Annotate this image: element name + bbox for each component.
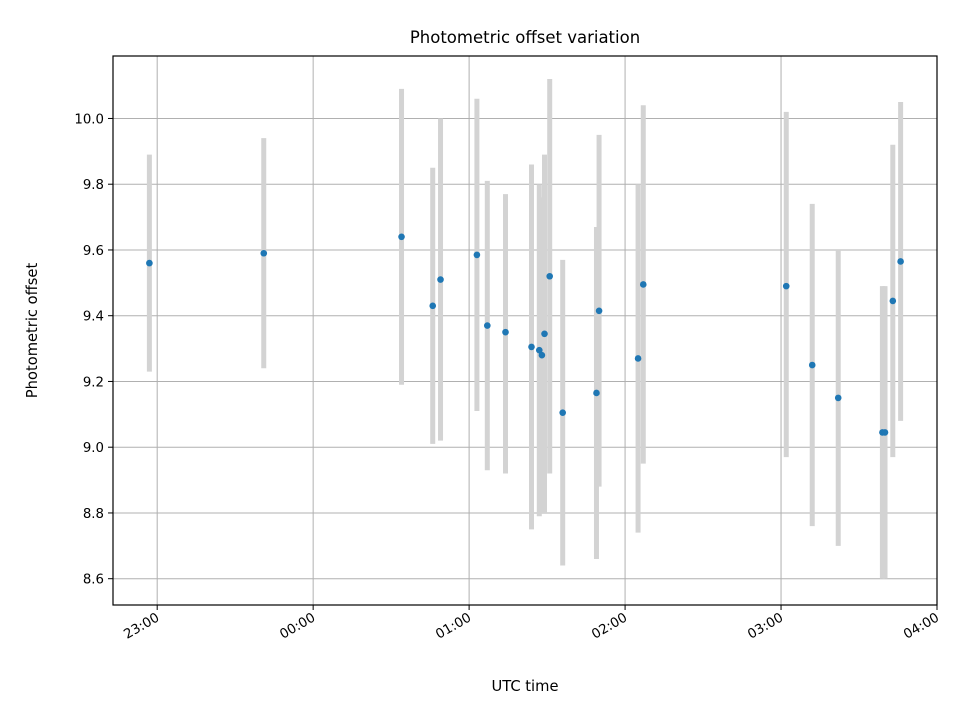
- data-point: [429, 302, 437, 310]
- data-point: [897, 258, 904, 265]
- data-point: [541, 330, 548, 338]
- data-point: [437, 276, 444, 283]
- data-point: [595, 307, 603, 315]
- data-point: [782, 282, 790, 290]
- y-tick-label: 8.6: [83, 573, 104, 588]
- y-tick-label: 8.8: [83, 507, 104, 522]
- data-point: [546, 272, 553, 280]
- data-point: [889, 297, 897, 305]
- data-point: [398, 233, 405, 241]
- data-point: [881, 429, 889, 436]
- data-point: [834, 394, 842, 402]
- data-point: [559, 409, 566, 416]
- y-tick-label: 9.8: [83, 178, 104, 193]
- y-tick-label: 9.0: [83, 441, 104, 456]
- y-tick-label: 9.4: [83, 310, 104, 325]
- data-point: [538, 351, 546, 359]
- data-point: [260, 249, 268, 257]
- y-tick-label: 9.6: [83, 244, 104, 259]
- y-tick-label: 9.2: [83, 375, 104, 390]
- data-point: [484, 322, 491, 329]
- x-axis-title: UTC time: [492, 678, 559, 695]
- plot-frame: [112, 55, 938, 606]
- data-point: [535, 346, 543, 354]
- data-point: [639, 281, 647, 288]
- data-point: [146, 259, 153, 267]
- data-point: [808, 361, 816, 369]
- data-points: [146, 233, 904, 436]
- data-point: [593, 389, 600, 397]
- data-point: [473, 251, 481, 259]
- data-point: [634, 355, 642, 362]
- y-axis-title: Photometric offset: [24, 263, 41, 399]
- y-tick-label: 10.0: [74, 112, 104, 127]
- chart-title: Photometric offset variation: [410, 28, 640, 47]
- data-point: [528, 343, 535, 351]
- data-point: [502, 328, 509, 336]
